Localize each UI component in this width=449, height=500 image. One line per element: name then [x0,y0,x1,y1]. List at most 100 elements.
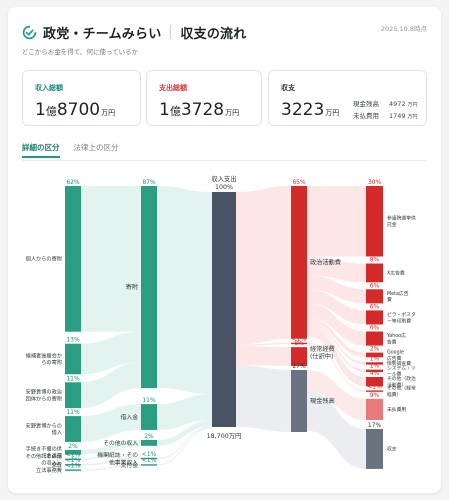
income-category-label: 寄附 [126,283,138,291]
view-tabs: 詳細の区分 法律上の区分 [22,142,133,158]
income-source-label: 個人からの寄附 [26,255,62,263]
expense-item-node [366,289,383,304]
cash-balance-value: 4972 [389,100,406,108]
party-logo-icon [22,25,37,39]
income-source-label: 借入 [52,428,62,436]
expense-category-node [291,342,307,345]
expense-category-label: 現金残高 [310,397,335,405]
header: 政党・チームみらい 収支の流れ [22,22,246,42]
expense-total-label: 支出総額 [159,84,187,92]
expense-total-card: 支出総額 1億3728万円 [146,70,262,126]
expense-item-node [366,362,383,365]
expense-category-pct: <1% [292,336,307,343]
flow-band [307,369,366,420]
expense-item-node [366,377,383,387]
expense-item-node [366,428,383,469]
expense-category-node [291,369,307,432]
expense-item-pct: 1% [370,355,380,362]
flow-band [307,275,366,304]
flow-band [157,427,212,466]
expense-item-label: ール費 [387,371,402,378]
center-pct: 100% [215,184,233,191]
income-category-node [141,464,157,466]
expense-item-label: 託金 [387,221,397,228]
income-source-pct: <1% [66,462,81,469]
income-source-label: 党費 [52,461,62,469]
expense-item-pct: 6% [370,325,380,332]
income-total-oku-unit: 億 [45,105,57,118]
expense-item-node [366,352,383,358]
expense-item-label: 収支 [387,446,397,453]
expense-total-oku-number: 1 [159,100,170,120]
expense-item-label: 参議院選挙供 [387,215,416,222]
income-category-pct: <1% [142,457,157,464]
income-total-card: 収入総額 1億8700万円 [22,70,141,126]
expense-item-pct: 6% [370,303,380,310]
expense-item-label: 費 [387,296,392,303]
income-category-pct: 2% [144,433,154,440]
income-source-label: 候補者後援会か [26,351,62,359]
flow-band [307,322,366,365]
expense-item-pct: 9% [370,392,380,399]
income-total-oku-number: 1 [35,100,46,120]
tab-legal[interactable]: 法律上の区分 [73,143,119,152]
expense-total-unit: 万円 [225,109,240,117]
expense-item-pct: <1% [367,383,382,390]
cash-balance-row: 現金残高 4972 万円 [353,98,418,108]
flow-band [81,457,141,466]
expense-item-pct: 6% [370,282,380,289]
income-total-man-number: 8700 [56,100,101,120]
flow-band [81,439,141,455]
balance-label: 収支 [281,84,295,92]
expense-item-label: システム・ツ [387,365,416,371]
income-source-label: 手続き不備の供 [26,445,62,453]
expense-item-node [366,186,383,257]
balance-card: 収支 3223 万円 現金残高 4972 万円 未払費用 1749 万円 [268,70,427,126]
expense-item-node [366,331,383,346]
expense-category-label: 政治活動費 [310,258,341,266]
income-category-label: 機関紙誌・その [97,451,138,459]
income-source-node [65,469,81,471]
income-category-label: 借入金 [121,413,139,421]
expense-category-node [291,186,307,339]
expense-item-label: その他（経常 [387,385,416,392]
income-source-node [65,343,81,375]
expense-category-node [291,347,307,366]
expense-item-pct: 8% [370,257,380,264]
income-category-pct: 11% [142,397,156,404]
expense-total-oku-unit: 億 [169,105,181,118]
income-category-pct: <1% [142,451,157,458]
page-description: どこからお金を得て、何に使っているか [22,48,139,56]
expense-item-label: 広告費 [387,355,402,362]
expense-item-pct: 17% [368,422,382,429]
balance-number: 3223 [281,100,325,120]
income-source-node [65,458,81,461]
unpaid-label: 未払費用 [353,112,379,120]
unpaid-unit: 万円 [407,114,418,120]
expense-item-label: 未払費用 [387,406,406,413]
tab-divider [22,160,427,161]
income-category-label: その他の収入 [103,439,138,447]
expense-item-pct: 1% [370,363,380,370]
unpaid-row: 未払費用 1749 万円 [353,110,418,120]
flow-band [81,331,141,375]
expense-item-label: 情勢調査費 [387,360,411,367]
flow-band [307,289,366,325]
flow-band [236,346,291,366]
expense-item-pct: 30% [368,179,382,186]
income-source-label: の収入） [41,460,62,467]
flow-band [81,362,141,409]
center-node [212,192,236,427]
flow-band [157,394,212,430]
income-source-pct: 62% [66,179,80,186]
tab-detailed[interactable]: 詳細の区分 [22,142,60,158]
income-source-pct: 11% [66,375,80,382]
flow-band [307,256,366,283]
expense-item-node [366,398,383,420]
flow-band [236,186,291,345]
income-category-pct: 87% [142,179,156,186]
flow-band [307,303,366,346]
income-category-label: 他事業収入 [109,458,138,466]
expense-category-pct: 27% [292,363,306,370]
